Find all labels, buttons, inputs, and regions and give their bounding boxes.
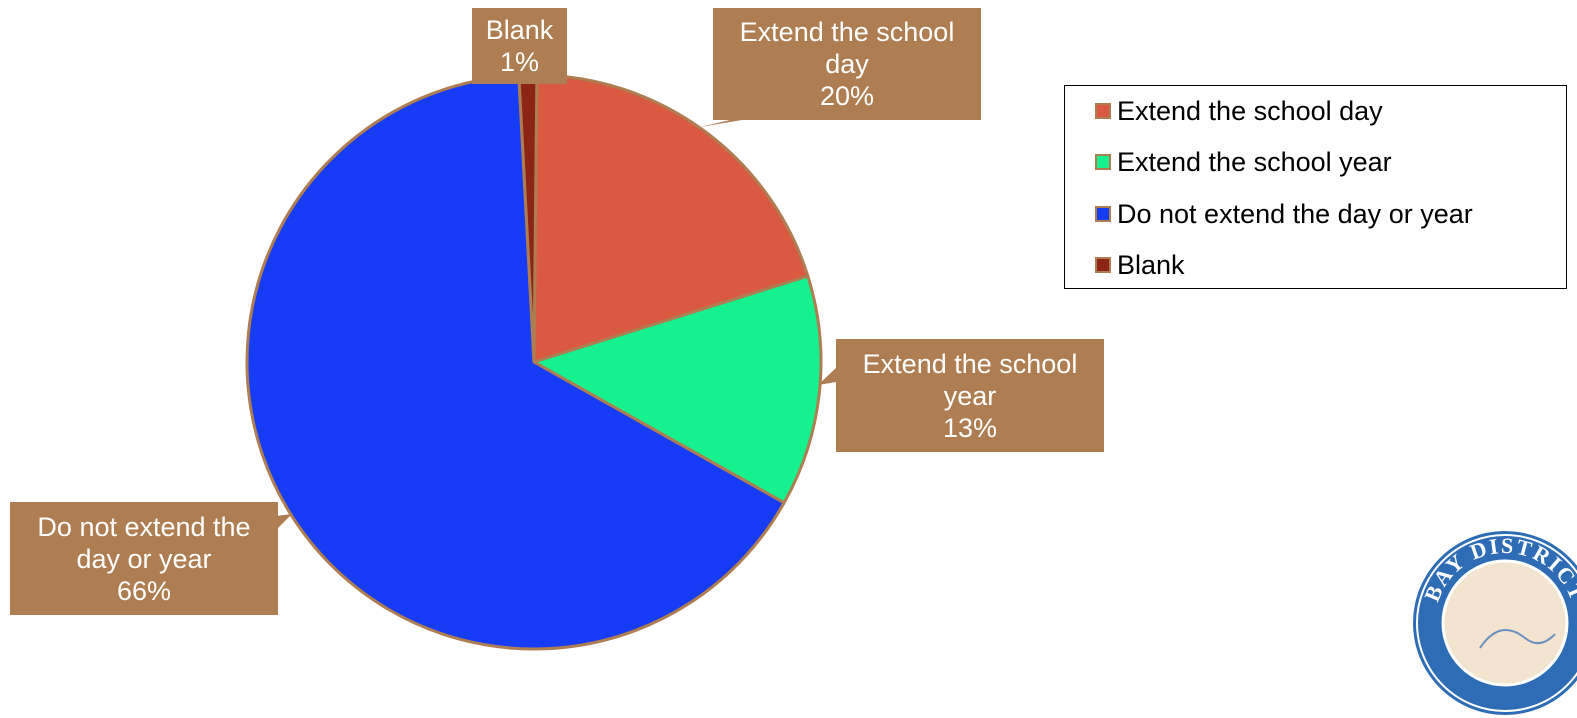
legend-item-none: Do not extend the day or year xyxy=(1095,197,1473,231)
pie-slice-extend-day xyxy=(532,73,810,365)
data-label-day-line2: day xyxy=(825,49,869,79)
data-label-day-line1: Extend the school xyxy=(739,17,955,47)
legend-item-year: Extend the school year xyxy=(1095,145,1392,179)
pie-chart xyxy=(245,73,836,651)
legend-item-day: Extend the school day xyxy=(1095,94,1383,128)
data-label-year: Extend the school year 13% xyxy=(836,339,1104,452)
data-label-blank-pct: 1% xyxy=(499,47,540,77)
leader-none xyxy=(276,514,292,530)
data-label-year-line2: year xyxy=(943,380,997,411)
pie-slices xyxy=(245,73,823,651)
data-label-none-line1: Do not extend the xyxy=(37,511,251,542)
data-label-day: Extend the school day 20% xyxy=(713,8,981,120)
legend-label-year: Extend the school year xyxy=(1117,146,1392,177)
data-label-blank-line1: Blank xyxy=(485,15,554,45)
legend-swatch-blank xyxy=(1095,257,1111,273)
data-label-blank: Blank 1% xyxy=(472,8,567,84)
data-label-none-pct: 66% xyxy=(116,575,172,606)
data-label-year-pct: 13% xyxy=(942,412,998,443)
legend-swatch-none xyxy=(1095,206,1111,222)
legend-label-blank: Blank xyxy=(1117,249,1185,280)
pie-slice-do-not-extend xyxy=(245,73,787,651)
pie-slice-extend-year xyxy=(530,274,823,505)
data-label-day-pct: 20% xyxy=(819,81,875,111)
data-label-none: Do not extend the day or year 66% xyxy=(10,502,278,615)
leader-year xyxy=(818,368,836,385)
legend-label-day: Extend the school day xyxy=(1117,95,1383,126)
data-label-year-line1: Extend the school xyxy=(862,348,1078,379)
data-label-none-line2: day or year xyxy=(76,543,212,574)
legend-label-none: Do not extend the day or year xyxy=(1117,198,1473,229)
chart-legend: Extend the school day Extend the school … xyxy=(1064,85,1567,289)
legend-swatch-year xyxy=(1095,154,1111,170)
district-seal-logo: BAY DISTRICT xyxy=(1413,531,1577,715)
legend-item-blank: Blank xyxy=(1095,248,1185,282)
legend-swatch-day xyxy=(1095,103,1111,119)
